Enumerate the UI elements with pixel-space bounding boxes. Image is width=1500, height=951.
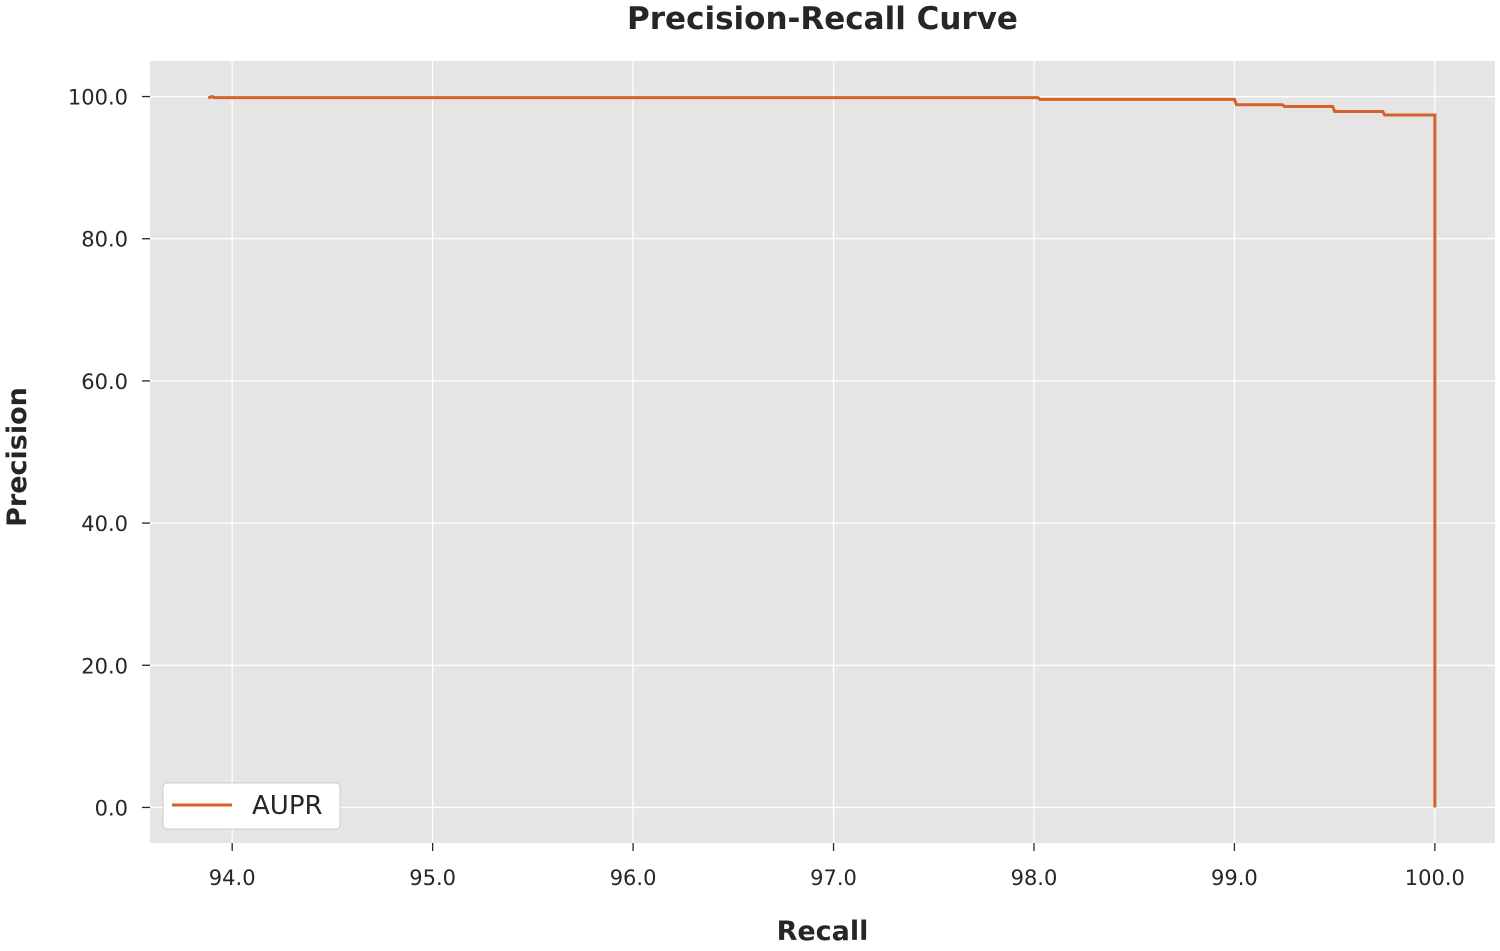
- chart-title: Precision-Recall Curve: [627, 1, 1018, 37]
- x-axis-label: Recall: [777, 916, 869, 947]
- legend: AUPR: [162, 782, 341, 830]
- plot-area: [150, 61, 1495, 843]
- x-tick-label: 100.0: [1405, 866, 1465, 890]
- x-tick-label: 99.0: [1211, 866, 1258, 890]
- x-tick-label: 95.0: [409, 866, 456, 890]
- y-axis-label: Precision: [2, 387, 33, 527]
- y-tick-label: 40.0: [81, 512, 128, 536]
- series-line-aupr: [207, 94, 1437, 808]
- x-tick-label: 94.0: [209, 866, 256, 890]
- x-tick-label: 96.0: [610, 866, 657, 890]
- x-tick-label: 98.0: [1011, 866, 1058, 890]
- y-tick-label: 80.0: [81, 228, 128, 252]
- x-tick-label: 97.0: [810, 866, 857, 890]
- legend-label-aupr: AUPR: [252, 791, 323, 821]
- legend-box: [162, 782, 341, 830]
- y-tick-label: 100.0: [68, 86, 128, 110]
- y-tick-label: 20.0: [81, 654, 128, 678]
- axis-ticks: 94.0 95.0 96.0 97.0 98.0 99.0 100.0 0.0 20.0 40.0…: [68, 86, 1465, 890]
- series-layer: [207, 94, 1437, 808]
- y-tick-label: 60.0: [81, 370, 128, 394]
- y-tick-label: 0.0: [95, 796, 128, 820]
